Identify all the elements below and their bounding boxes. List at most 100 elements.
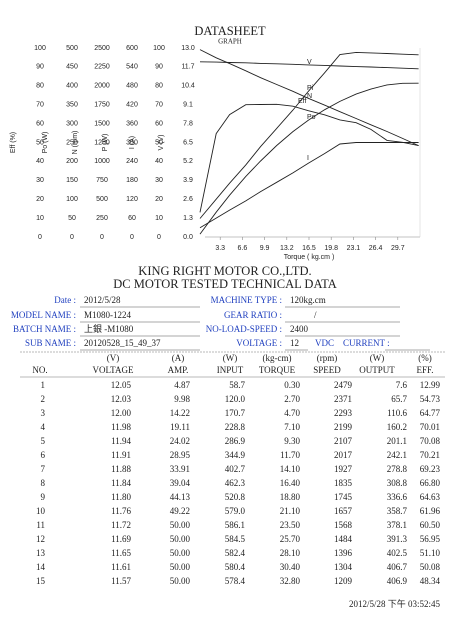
column-header: EFF. — [416, 365, 433, 375]
table-cell: 12.99 — [420, 380, 441, 390]
info-value: M1080-1224 — [84, 310, 131, 320]
axis-tick-label: 300 — [126, 139, 138, 146]
table-cell: 11.91 — [111, 450, 131, 460]
axis-tick-label: 80 — [155, 83, 163, 90]
table-cell: 9.30 — [284, 436, 300, 446]
table-cell: 56.95 — [420, 534, 441, 544]
curve — [199, 61, 419, 70]
axis-tick-label: 2000 — [94, 83, 110, 90]
company: KING RIGHT MOTOR CO.,LTD. — [138, 264, 311, 278]
axis-tick-label: 120 — [126, 196, 138, 203]
axis-tick-label: 90 — [155, 64, 163, 71]
info-value: 上銀 -M1080 — [84, 323, 134, 334]
table-cell: 11.76 — [111, 506, 131, 516]
table-cell: 4 — [41, 422, 46, 432]
table-cell: 39.04 — [170, 478, 191, 488]
table-cell: 1745 — [334, 492, 353, 502]
table-cell: 24.02 — [170, 436, 190, 446]
table-cell: 2479 — [334, 380, 353, 390]
x-tick-label: 9.9 — [260, 245, 270, 252]
table-cell: 11.84 — [111, 478, 131, 488]
axis-tick-label: 420 — [126, 102, 138, 109]
curve — [199, 103, 419, 213]
title: DATASHEET — [194, 24, 266, 38]
axis-tick-label: 400 — [66, 83, 78, 90]
info-unit: VDC — [315, 338, 334, 348]
table-cell: 50.00 — [170, 576, 191, 586]
table-cell: 18.80 — [280, 492, 301, 502]
table-cell: 28.95 — [170, 450, 191, 460]
info-label: MACHINE TYPE : — [211, 295, 282, 305]
subtitle: GRAPH — [218, 38, 242, 46]
table-cell: 278.8 — [387, 464, 408, 474]
table-cell: 11.98 — [111, 422, 131, 432]
axis-tick-label: 6.5 — [183, 139, 193, 146]
table-cell: 11.80 — [111, 492, 131, 502]
table-cell: 2107 — [334, 436, 353, 446]
column-unit: (W) — [370, 353, 385, 363]
axis-tick-label: 0 — [38, 234, 42, 241]
axis-tick-label: 350 — [66, 102, 78, 109]
column-unit: (%) — [418, 353, 432, 363]
axis-label: I (A) — [129, 136, 136, 149]
info-value: 12 — [290, 338, 299, 348]
table-cell: 11.72 — [111, 520, 131, 530]
table-cell: 50.00 — [170, 534, 191, 544]
table-cell: 1657 — [334, 506, 353, 516]
axis-tick-label: 240 — [126, 158, 138, 165]
axis-tick-label: 50 — [36, 139, 44, 146]
axis-tick-label: 70 — [36, 102, 44, 109]
axis-tick-label: 9.1 — [183, 102, 193, 109]
column-header: VOLTAGE — [93, 365, 134, 375]
axis-tick-label: 2.6 — [183, 196, 193, 203]
axis-tick-label: 2250 — [94, 64, 110, 71]
table-cell: 201.1 — [387, 436, 407, 446]
table-cell: 11 — [36, 520, 45, 530]
table-cell: 582.4 — [225, 548, 246, 558]
table-cell: 11.94 — [111, 436, 131, 446]
table-cell: 11.65 — [111, 548, 131, 558]
axis-tick-label: 60 — [36, 120, 44, 127]
axis-tick-label: 1250 — [94, 139, 110, 146]
table-cell: 11.70 — [280, 450, 300, 460]
axis-tick-label: 90 — [36, 64, 44, 71]
table-cell: 2.70 — [284, 394, 300, 404]
table-cell: 1304 — [334, 562, 353, 572]
axis-tick-label: 20 — [36, 196, 44, 203]
column-header: AMP. — [168, 365, 189, 375]
axis-tick-label: 600 — [126, 45, 138, 52]
table-cell: 402.7 — [225, 464, 246, 474]
table-cell: 23.50 — [280, 520, 301, 530]
table-cell: 8 — [41, 478, 46, 488]
table-cell: 7.6 — [396, 380, 408, 390]
table-cell: 69.23 — [420, 464, 441, 474]
axis-label: Eff (%) — [10, 132, 17, 153]
table-cell: 32.80 — [280, 576, 301, 586]
table-cell: 4.70 — [284, 408, 300, 418]
table-cell: 228.8 — [225, 422, 246, 432]
table-cell: 61.96 — [420, 506, 441, 516]
table-cell: 50.00 — [170, 562, 191, 572]
x-tick-label: 29.7 — [391, 245, 405, 252]
table-cell: 120.0 — [225, 394, 246, 404]
column-unit: (rpm) — [317, 353, 338, 363]
axis-tick-label: 500 — [96, 196, 108, 203]
axis-tick-label: 10 — [155, 215, 163, 222]
table-cell: 1396 — [334, 548, 353, 558]
table-cell: 14.10 — [280, 464, 301, 474]
table-cell: 462.3 — [225, 478, 246, 488]
info-label: CURRENT : — [343, 338, 390, 348]
table-cell: 344.9 — [225, 450, 246, 460]
curve — [199, 82, 419, 235]
table-cell: 7 — [41, 464, 46, 474]
table-cell: 28.10 — [280, 548, 301, 558]
table-cell: 51.10 — [420, 548, 441, 558]
axis-tick-label: 100 — [66, 196, 78, 203]
table-cell: 6 — [41, 450, 46, 460]
axis-tick-label: 60 — [155, 120, 163, 127]
axis-tick-label: 0 — [130, 234, 134, 241]
column-unit: (A) — [172, 353, 185, 363]
axis-tick-label: 250 — [66, 139, 78, 146]
axis-tick-label: 30 — [155, 177, 163, 184]
table-cell: 242.1 — [387, 450, 407, 460]
